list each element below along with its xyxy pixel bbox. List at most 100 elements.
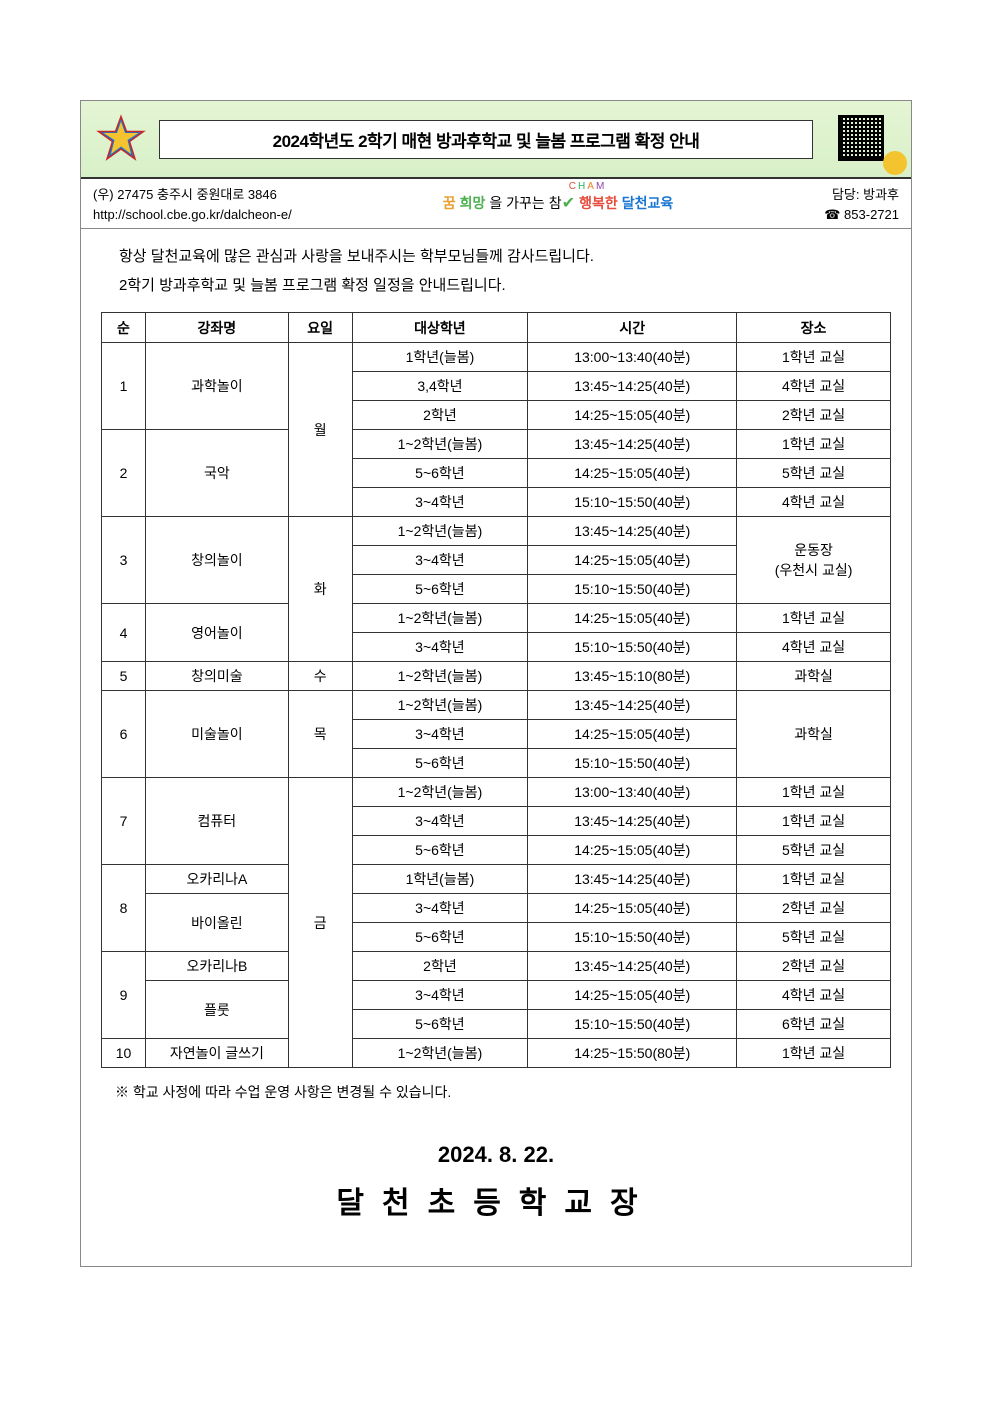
cell-time: 14:25~15:05(40분) [528, 836, 737, 865]
cell-grade: 2학년 [352, 401, 528, 430]
qr-code-icon [838, 115, 884, 161]
th-day: 요일 [288, 313, 352, 343]
cell-time: 14:25~15:05(40분) [528, 546, 737, 575]
cell-grade: 1~2학년(늘봄) [352, 517, 528, 546]
url-line: http://school.cbe.go.kr/dalcheon-e/ [93, 205, 292, 225]
cell-place: 5학년 교실 [737, 923, 891, 952]
cell-time: 14:25~15:05(40분) [528, 894, 737, 923]
contact-label: 담당: 방과후 [824, 185, 899, 205]
contact-info: 담당: 방과후 ☎ 853-2721 [824, 185, 899, 224]
cell-course: 미술놀이 [145, 691, 288, 778]
cell-grade: 3,4학년 [352, 372, 528, 401]
cell-course: 창의미술 [145, 662, 288, 691]
cell-num: 7 [102, 778, 146, 865]
cell-day: 목 [288, 691, 352, 778]
footer-date: 2024. 8. 22. [101, 1142, 891, 1168]
table-row: 플룻3~4학년14:25~15:05(40분)4학년 교실 [102, 981, 891, 1010]
cell-time: 15:10~15:50(40분) [528, 1010, 737, 1039]
slogan-hope: 희망 [460, 193, 486, 213]
cell-course: 영어놀이 [145, 604, 288, 662]
th-time: 시간 [528, 313, 737, 343]
th-course: 강좌명 [145, 313, 288, 343]
slogan-cham: 참 [549, 195, 562, 211]
intro-text: 항상 달천교육에 많은 관심과 사랑을 보내주시는 학부모님들께 감사드립니다.… [101, 243, 891, 300]
content-area: 항상 달천교육에 많은 관심과 사랑을 보내주시는 학부모님들께 감사드립니다.… [81, 229, 911, 1266]
note-text: ※ 학교 사정에 따라 수업 운영 사항은 변경될 수 있습니다. [101, 1082, 891, 1102]
cell-place: 1학년 교실 [737, 343, 891, 372]
info-row: (우) 27475 충주시 중원대로 3846 http://school.cb… [81, 179, 911, 229]
cell-time: 13:45~14:25(40분) [528, 430, 737, 459]
cell-grade: 5~6학년 [352, 923, 528, 952]
table-row: 4영어놀이1~2학년(늘봄)14:25~15:05(40분)1학년 교실 [102, 604, 891, 633]
cell-place: 1학년 교실 [737, 807, 891, 836]
intro-line-2: 2학기 방과후학교 및 늘봄 프로그램 확정 일정을 안내드립니다. [119, 272, 891, 301]
cell-grade: 3~4학년 [352, 720, 528, 749]
cell-day: 수 [288, 662, 352, 691]
school-logo [91, 109, 151, 169]
document-page: 2024학년도 2학기 매현 방과후학교 및 늘봄 프로그램 확정 안내 (우)… [80, 100, 912, 1267]
slogan: 꿈희망 을 가꾸는 CHAM 참✔ 행복한 달천교육 [443, 185, 674, 213]
cell-grade: 2학년 [352, 952, 528, 981]
school-address: (우) 27475 충주시 중원대로 3846 http://school.cb… [93, 185, 292, 224]
cell-place: 과학실 [737, 691, 891, 778]
cell-grade: 3~4학년 [352, 633, 528, 662]
cell-grade: 3~4학년 [352, 807, 528, 836]
table-row: 바이올린3~4학년14:25~15:05(40분)2학년 교실 [102, 894, 891, 923]
cell-grade: 3~4학년 [352, 488, 528, 517]
cell-grade: 1~2학년(늘봄) [352, 604, 528, 633]
footer-signature: 달천초등학교장 [101, 1178, 891, 1222]
cell-grade: 5~6학년 [352, 749, 528, 778]
cell-time: 14:25~15:05(40분) [528, 720, 737, 749]
th-place: 장소 [737, 313, 891, 343]
cell-time: 14:25~15:50(80분) [528, 1039, 737, 1068]
cell-day: 금 [288, 778, 352, 1068]
cell-time: 13:45~14:25(40분) [528, 517, 737, 546]
cell-num: 4 [102, 604, 146, 662]
cell-day: 월 [288, 343, 352, 517]
table-row: 10자연놀이 글쓰기1~2학년(늘봄)14:25~15:50(80분)1학년 교… [102, 1039, 891, 1068]
cell-num: 1 [102, 343, 146, 430]
cell-place: 4학년 교실 [737, 372, 891, 401]
cell-place: 6학년 교실 [737, 1010, 891, 1039]
table-row: 8오카리나A1학년(늘봄)13:45~14:25(40분)1학년 교실 [102, 865, 891, 894]
cell-grade: 1~2학년(늘봄) [352, 662, 528, 691]
cell-course: 컴퓨터 [145, 778, 288, 865]
cell-place: 1학년 교실 [737, 865, 891, 894]
cell-place: 1학년 교실 [737, 1039, 891, 1068]
cell-time: 13:00~13:40(40분) [528, 778, 737, 807]
cell-grade: 1학년(늘봄) [352, 865, 528, 894]
cell-grade: 1~2학년(늘봄) [352, 691, 528, 720]
cell-time: 15:10~15:50(40분) [528, 633, 737, 662]
cell-grade: 5~6학년 [352, 459, 528, 488]
cell-grade: 5~6학년 [352, 575, 528, 604]
table-header-row: 순 강좌명 요일 대상학년 시간 장소 [102, 313, 891, 343]
cell-time: 15:10~15:50(40분) [528, 575, 737, 604]
mascot-icon [883, 151, 907, 175]
th-grade: 대상학년 [352, 313, 528, 343]
cell-time: 14:25~15:05(40분) [528, 459, 737, 488]
cell-place: 과학실 [737, 662, 891, 691]
slogan-cham-wrap: CHAM 참✔ [549, 193, 575, 213]
cell-time: 13:45~14:25(40분) [528, 691, 737, 720]
cell-place: 운동장(우천시 교실) [737, 517, 891, 604]
cell-num: 8 [102, 865, 146, 952]
footer: 2024. 8. 22. 달천초등학교장 [101, 1142, 891, 1222]
qr-section [821, 115, 901, 163]
cell-place: 5학년 교실 [737, 459, 891, 488]
table-row: 1과학놀이월1학년(늘봄)13:00~13:40(40분)1학년 교실 [102, 343, 891, 372]
table-row: 9오카리나B2학년13:45~14:25(40분)2학년 교실 [102, 952, 891, 981]
cell-place: 1학년 교실 [737, 778, 891, 807]
cell-time: 14:25~15:05(40분) [528, 401, 737, 430]
slogan-text1: 을 가꾸는 [489, 193, 544, 213]
cell-place: 4학년 교실 [737, 488, 891, 517]
th-num: 순 [102, 313, 146, 343]
cell-time: 15:10~15:50(40분) [528, 488, 737, 517]
table-row: 7컴퓨터금1~2학년(늘봄)13:00~13:40(40분)1학년 교실 [102, 778, 891, 807]
cham-superscript: CHAM [569, 181, 606, 192]
cell-num: 10 [102, 1039, 146, 1068]
cell-grade: 3~4학년 [352, 981, 528, 1010]
cell-grade: 1학년(늘봄) [352, 343, 528, 372]
cell-day: 화 [288, 517, 352, 662]
cell-course: 오카리나A [145, 865, 288, 894]
table-row: 6미술놀이목1~2학년(늘봄)13:45~14:25(40분)과학실 [102, 691, 891, 720]
